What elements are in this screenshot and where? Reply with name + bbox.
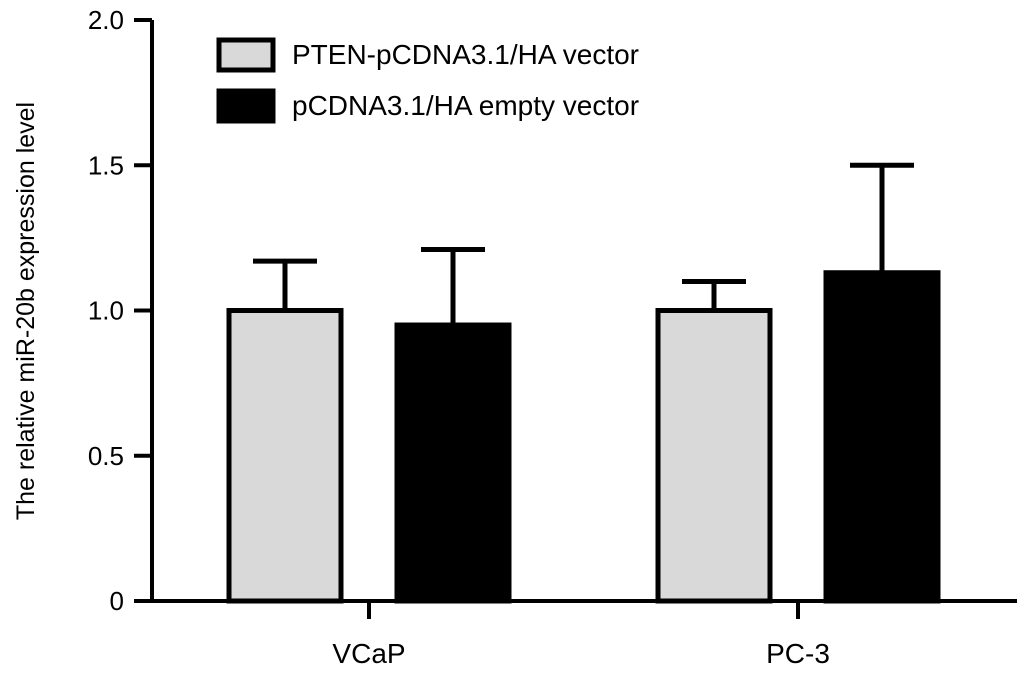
y-tick-label-0: 0 — [110, 586, 124, 616]
y-axis-label: The relative miR-20b expression level — [12, 102, 40, 520]
legend-swatch-pten — [216, 37, 276, 73]
bar-1-0 — [394, 322, 512, 604]
y-tick-label-2: 1.0 — [88, 296, 124, 326]
x-tick-label-vcap: VCaP — [332, 638, 405, 669]
legend-label-empty: pCDNA3.1/HA empty vector — [292, 90, 639, 121]
legend-label-pten: PTEN-pCDNA3.1/HA vector — [292, 39, 639, 70]
y-tick-label-4: 2.0 — [88, 5, 124, 35]
bar-0-1 — [655, 308, 773, 604]
legend: PTEN-pCDNA3.1/HA vector pCDNA3.1/HA empt… — [216, 37, 639, 124]
bar-0-0 — [226, 308, 344, 604]
legend-swatch-empty — [216, 88, 276, 124]
x-tick-label-pc-3: PC-3 — [766, 638, 830, 669]
y-tick-label-3: 1.5 — [88, 150, 124, 180]
plot-area: 0 0.5 1.0 1.5 2.0 VCaP PC-3 — [88, 5, 1017, 669]
y-tick-label-1: 0.5 — [88, 441, 124, 471]
bar-1-1 — [823, 270, 941, 604]
